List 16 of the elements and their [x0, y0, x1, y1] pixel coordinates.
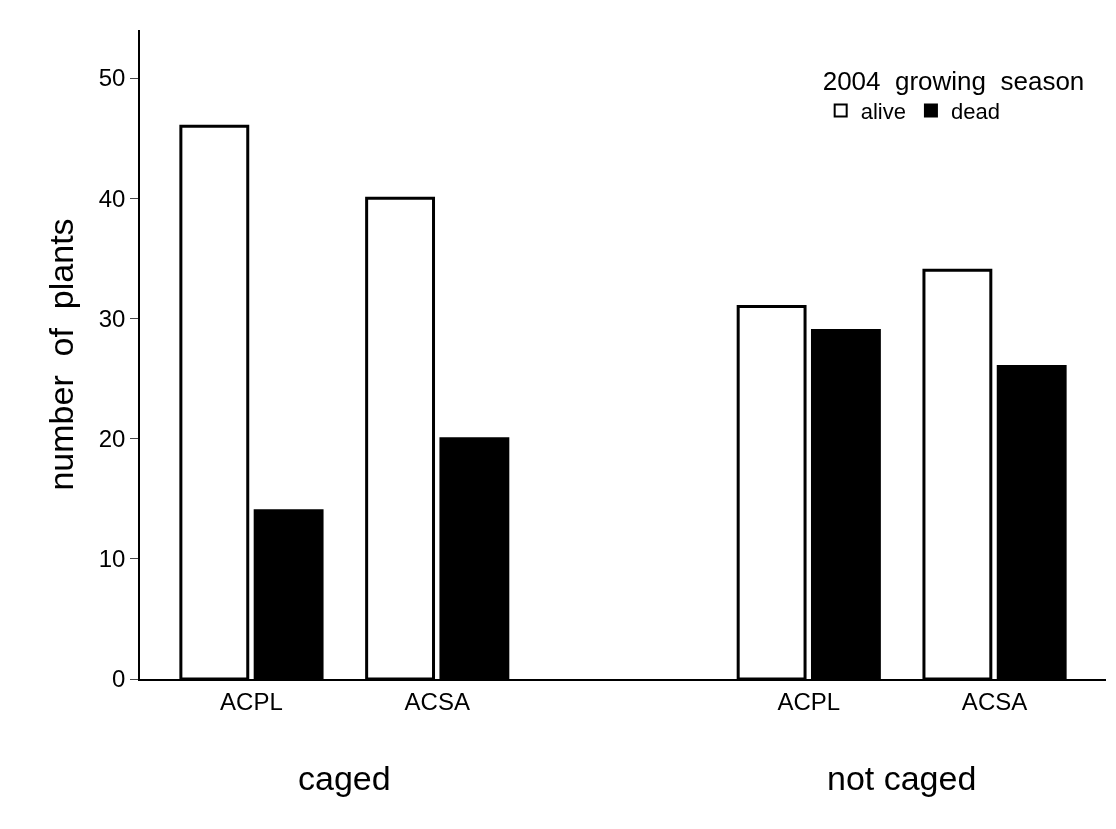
x-tick-label: ACPL	[777, 687, 841, 715]
legend-title: 2004 growing season	[822, 65, 1085, 96]
y-tick-label: 30	[98, 304, 126, 332]
y-tick-label: 40	[98, 184, 126, 212]
y-tick-label: 0	[112, 665, 126, 693]
x-tick-label: ACSA	[404, 687, 470, 715]
y-axis-title: number of plants	[41, 218, 80, 491]
text: caged	[298, 759, 391, 797]
legend-label: dead	[950, 99, 1000, 125]
x-tick-label: ACSA	[961, 687, 1028, 715]
legend-label: alive	[860, 99, 906, 125]
text: not caged	[827, 759, 977, 797]
y-tick-label: 50	[98, 64, 126, 92]
x-tick-label: ACPL	[220, 687, 283, 715]
y-tick-label: 20	[98, 425, 126, 453]
y-tick-label: 10	[98, 545, 126, 573]
